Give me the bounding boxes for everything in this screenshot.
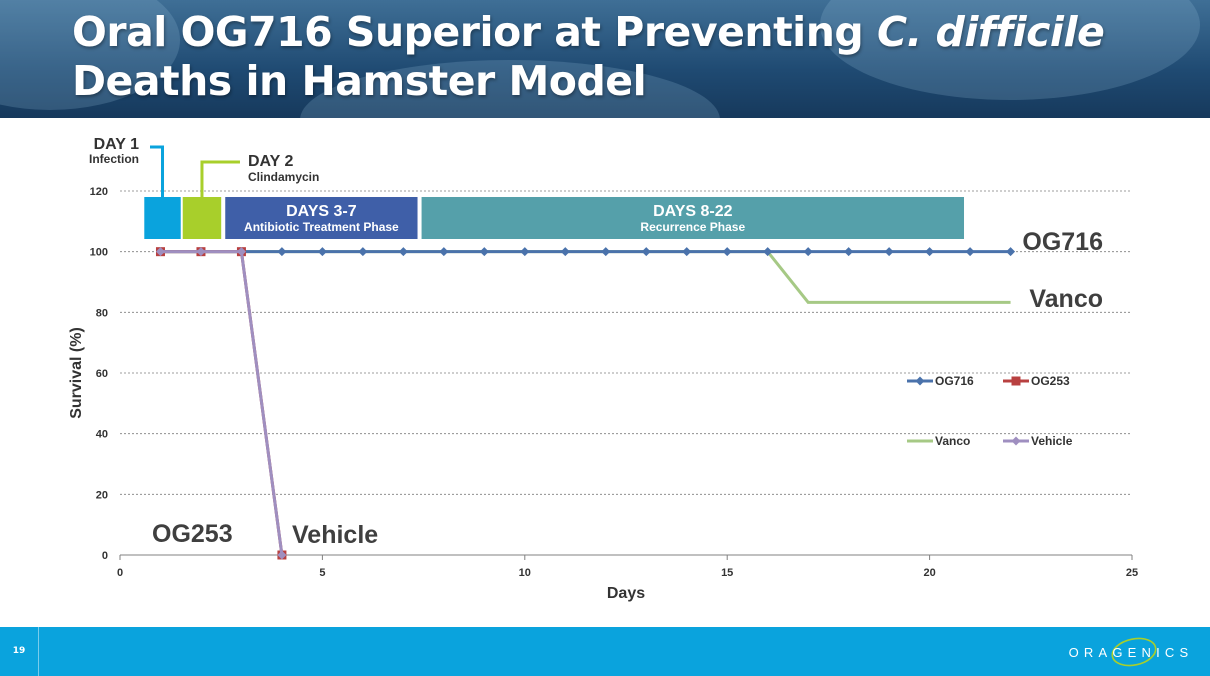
header-banner: Oral OG716 Superior at Preventing C. dif…	[0, 0, 1210, 118]
data-point	[601, 247, 611, 257]
data-point	[439, 247, 449, 257]
annotation-vehicle: Vehicle	[292, 521, 378, 549]
data-point	[196, 247, 206, 257]
survival-chart: 0 20 40 60 80 100 120 0 5 10 15 20 25 Days Survival (%…	[68, 136, 1138, 602]
footer-bar: 19 ORAGENICS	[0, 627, 1210, 676]
day1-label: DAY 1	[94, 136, 139, 153]
x-tick-label: 5	[319, 567, 325, 579]
title-text: Oral OG716 Superior at Preventing	[72, 8, 878, 56]
x-tick-label: 15	[721, 567, 733, 579]
data-point	[358, 247, 368, 257]
phase-sublabel: Recurrence Phase	[640, 220, 745, 234]
slide-title: Oral OG716 Superior at Preventing C. dif…	[72, 8, 1105, 106]
legend-label: Vanco	[935, 434, 970, 448]
annotation-og253: OG253	[152, 520, 233, 548]
data-point	[236, 247, 246, 257]
data-point	[925, 247, 935, 257]
series-line-vanco	[160, 250, 1011, 304]
logo-wordmark: ORAGENICS	[1069, 645, 1194, 660]
x-tick-label: 25	[1126, 567, 1138, 579]
data-point	[884, 247, 894, 257]
data-point	[317, 247, 327, 257]
annotation-og716: OG716	[1022, 228, 1103, 256]
legend-label: Vehicle	[1031, 434, 1073, 448]
day2-callout-line	[200, 160, 240, 197]
y-tick-label: 80	[96, 307, 108, 319]
day1-sublabel: Infection	[89, 152, 139, 166]
y-tick-label: 120	[90, 186, 108, 198]
data-point	[155, 247, 165, 257]
data-point	[722, 247, 732, 257]
x-tick-label: 0	[117, 567, 123, 579]
data-point	[803, 247, 813, 257]
series-line-vehicle	[160, 250, 284, 556]
data-point	[1006, 247, 1016, 257]
data-point	[1011, 436, 1021, 446]
y-tick-label: 0	[102, 550, 108, 562]
y-tick-label: 60	[96, 368, 108, 380]
title-italic-organism: C. difficile	[877, 8, 1105, 56]
phase-label: DAYS 3-7	[286, 203, 357, 220]
data-point	[277, 550, 287, 560]
data-point	[479, 247, 489, 257]
annotation-vanco: Vanco	[1029, 285, 1103, 313]
day2-label: DAY 2	[248, 153, 293, 170]
data-point	[965, 247, 975, 257]
day2-sublabel: Clindamycin	[248, 170, 319, 184]
data-point	[277, 247, 287, 257]
y-tick-label: 40	[96, 429, 108, 441]
series-line-og253	[160, 250, 284, 556]
data-point	[763, 247, 773, 257]
y-axis-label: Survival (%)	[68, 327, 85, 419]
title-line-2: Deaths in Hamster Model	[72, 57, 647, 105]
y-tick-label: 100	[90, 247, 108, 259]
data-point	[520, 247, 530, 257]
phase-bar	[182, 197, 222, 239]
data-point	[560, 247, 570, 257]
legend-label: OG716	[935, 374, 974, 388]
data-point	[915, 376, 925, 386]
legend-label: OG253	[1031, 374, 1070, 388]
phase-bar	[421, 197, 965, 239]
phase-bar	[225, 197, 418, 239]
data-point	[682, 247, 692, 257]
phase-label: DAYS 8-22	[653, 203, 733, 220]
data-point	[844, 247, 854, 257]
data-point	[641, 247, 651, 257]
data-point	[1011, 376, 1021, 386]
phase-bar	[144, 197, 181, 239]
oragenics-logo: ORAGENICS	[1069, 637, 1194, 667]
slide-number: 19	[0, 627, 39, 676]
x-tick-label: 20	[923, 567, 935, 579]
y-tick-label: 20	[96, 489, 108, 501]
x-tick-label: 10	[519, 567, 531, 579]
data-point	[398, 247, 408, 257]
day1-callout-line	[150, 145, 165, 197]
phase-sublabel: Antibiotic Treatment Phase	[244, 220, 399, 234]
x-axis-label: Days	[607, 585, 645, 602]
